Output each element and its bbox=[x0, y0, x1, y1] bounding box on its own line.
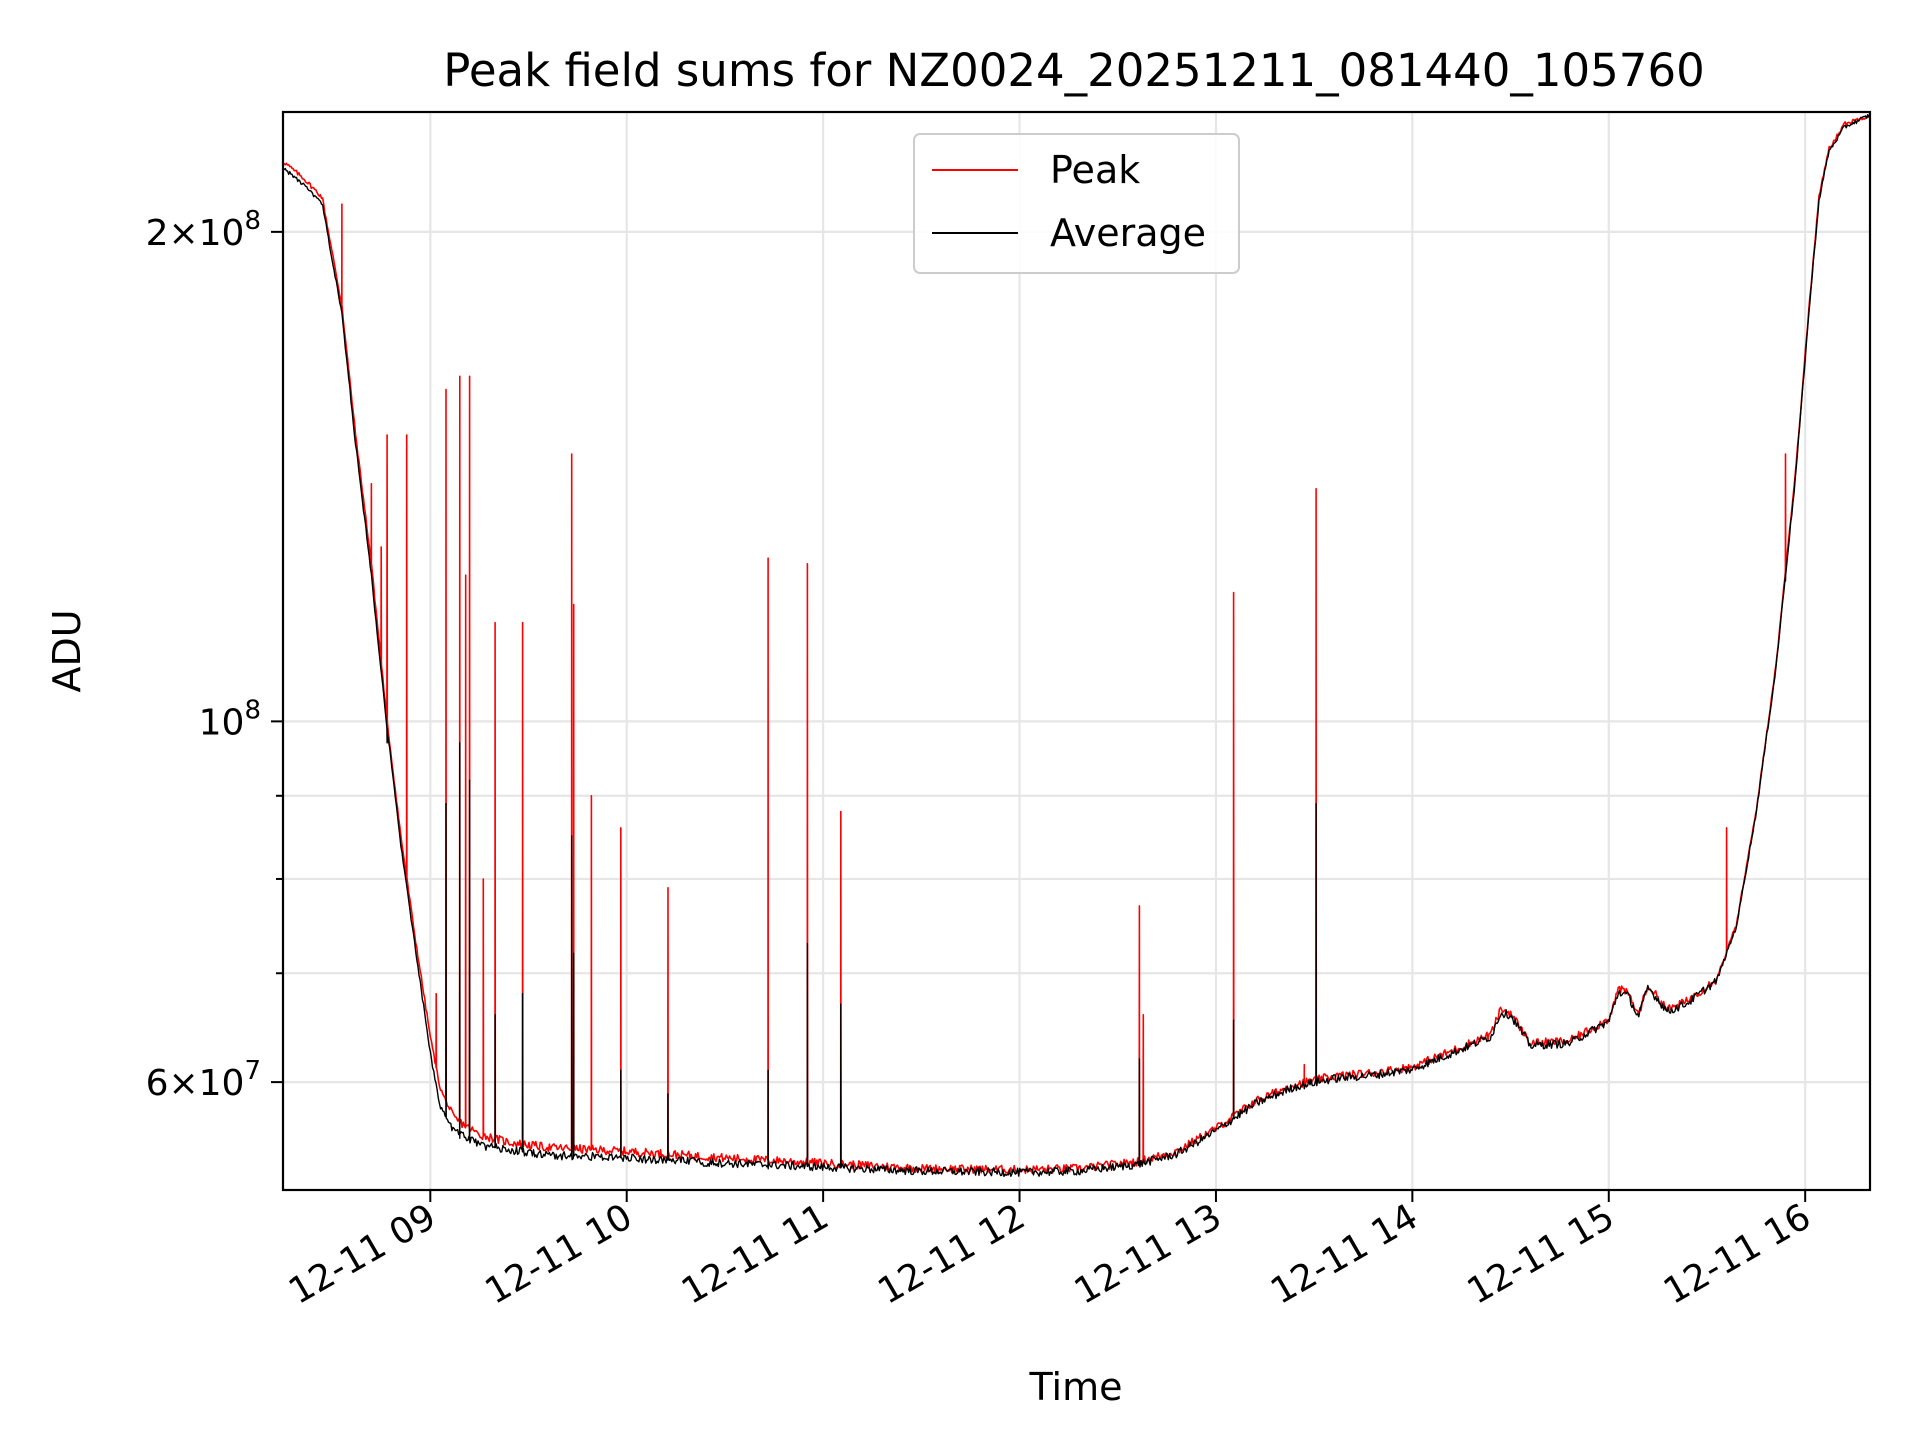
legend: Peak Average bbox=[913, 133, 1240, 274]
spike-point-average bbox=[494, 1014, 496, 1016]
legend-label-average: Average bbox=[1050, 211, 1206, 255]
spike-point-peak bbox=[1303, 1064, 1305, 1066]
spike-point-peak bbox=[667, 887, 669, 889]
spike-point-peak bbox=[1726, 827, 1728, 829]
y-axis-label: ADU bbox=[45, 609, 89, 692]
spike-point-peak bbox=[459, 375, 461, 377]
spike-point-peak bbox=[590, 795, 592, 797]
y-tick-label: 108 bbox=[199, 695, 261, 743]
spike-point-peak bbox=[840, 811, 842, 813]
spike-point-average bbox=[445, 803, 447, 805]
spike-point-average bbox=[522, 993, 524, 995]
y-tick-label: 6×107 bbox=[146, 1056, 261, 1104]
spike-point-average bbox=[667, 1093, 669, 1095]
plot-series bbox=[282, 113, 1871, 1178]
spike-point-average bbox=[1233, 1019, 1235, 1021]
spike-point-peak bbox=[494, 622, 496, 624]
plot-frame bbox=[281, 110, 1872, 1192]
spike-point-peak bbox=[1142, 1014, 1144, 1016]
y-tick-label: 2×108 bbox=[146, 206, 261, 254]
series-line-average bbox=[282, 113, 1871, 1178]
spike-point-peak bbox=[482, 878, 484, 880]
spike-point-peak bbox=[1138, 905, 1140, 907]
spike-point-peak bbox=[465, 574, 467, 576]
spike-point-peak bbox=[380, 546, 382, 548]
spike-point-peak bbox=[1233, 592, 1235, 594]
spike-point-peak bbox=[1315, 488, 1317, 490]
spike-point-peak bbox=[468, 375, 471, 377]
spike-point-average bbox=[459, 742, 461, 744]
spike-point-peak bbox=[445, 388, 447, 391]
spike-point-average bbox=[468, 779, 471, 781]
spike-point-peak bbox=[406, 434, 408, 436]
spike-point-peak bbox=[573, 603, 575, 606]
spike-point-peak bbox=[571, 453, 573, 455]
spike-point-peak bbox=[767, 557, 769, 559]
y-axis-ticks: 6×107 108 2×108 bbox=[146, 206, 283, 1104]
x-axis-label: Time bbox=[1029, 1365, 1123, 1409]
spike-point-peak bbox=[341, 203, 343, 205]
spike-point-average bbox=[806, 943, 809, 945]
spike-point-average bbox=[386, 742, 388, 744]
spike-point-peak bbox=[806, 563, 809, 565]
spike-point-average bbox=[1315, 803, 1317, 805]
spike-point-average bbox=[1784, 580, 1787, 582]
spike-point-peak bbox=[370, 483, 372, 485]
spike-point-average bbox=[620, 1069, 622, 1072]
spike-point-average bbox=[571, 835, 573, 837]
spike-point-average bbox=[1138, 1058, 1140, 1060]
spike-point-average bbox=[840, 1003, 842, 1005]
spike-point-peak bbox=[435, 993, 437, 995]
legend-box bbox=[913, 133, 1240, 274]
chart-title: Peak field sums for NZ0024_20251211_0814… bbox=[443, 44, 1704, 97]
spike-point-average bbox=[573, 952, 575, 954]
spike-point-average bbox=[767, 1069, 769, 1072]
spike-point-peak bbox=[620, 827, 622, 829]
spike-point-peak bbox=[522, 622, 524, 624]
spike-point-peak bbox=[386, 434, 388, 436]
spike-point-peak bbox=[1784, 453, 1787, 455]
legend-label-peak: Peak bbox=[1050, 148, 1140, 192]
